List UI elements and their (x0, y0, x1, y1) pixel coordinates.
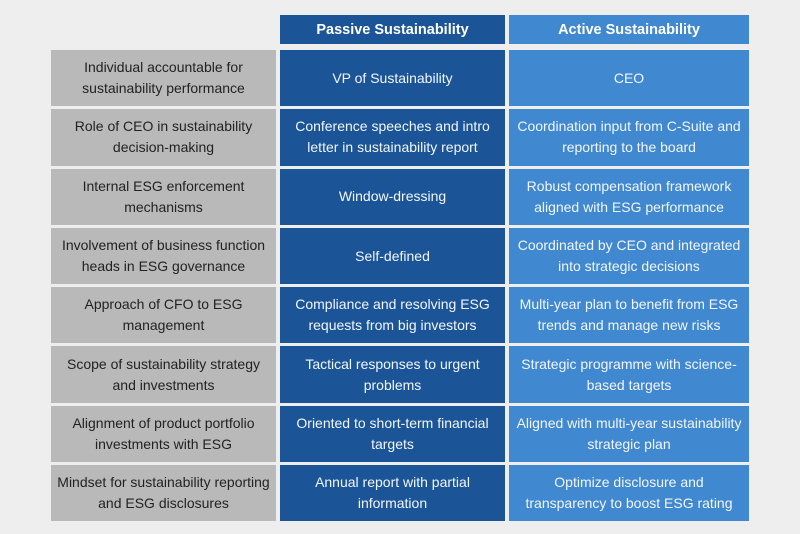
criterion-cell: Involvement of business function heads i… (51, 227, 276, 285)
passive-cell: Conference speeches and intro letter in … (280, 109, 505, 166)
active-cell: Coordination input from C-Suite and repo… (509, 109, 749, 166)
active-cell: Optimize disclosure and transparency to … (509, 465, 749, 522)
passive-cell: VP of Sustainability (280, 50, 505, 107)
passive-cell: Window-dressing (280, 168, 505, 225)
criterion-cell: Alignment of product portfolio investmen… (51, 405, 276, 463)
header-passive: Passive Sustainability (280, 15, 505, 44)
active-cell: Aligned with multi-year sustainability s… (509, 405, 749, 463)
active-cell: Strategic programme with science-based t… (509, 346, 749, 403)
header-blank (51, 15, 276, 44)
criterion-cell: Mindset for sustainability reporting and… (51, 465, 276, 522)
active-cell: Coordinated by CEO and integrated into s… (509, 227, 749, 285)
passive-cell: Compliance and resolving ESG requests fr… (280, 287, 505, 344)
active-cell: Multi-year plan to benefit from ESG tren… (509, 287, 749, 344)
criterion-cell: Role of CEO in sustainability decision-m… (51, 109, 276, 166)
criterion-cell: Internal ESG enforcement mechanisms (51, 168, 276, 225)
active-cell: CEO (509, 50, 749, 107)
header-active: Active Sustainability (509, 15, 749, 44)
criterion-cell: Scope of sustainability strategy and inv… (51, 346, 276, 403)
criterion-cell: Approach of CFO to ESG management (51, 287, 276, 344)
comparison-table: Passive Sustainability Active Sustainabi… (51, 15, 749, 524)
passive-cell: Tactical responses to urgent problems (280, 346, 505, 403)
criterion-cell: Individual accountable for sustainabilit… (51, 50, 276, 107)
passive-cell: Oriented to short-term financial targets (280, 405, 505, 463)
passive-cell: Self-defined (280, 227, 505, 285)
active-cell: Robust compensation framework aligned wi… (509, 168, 749, 225)
passive-cell: Annual report with partial information (280, 465, 505, 522)
